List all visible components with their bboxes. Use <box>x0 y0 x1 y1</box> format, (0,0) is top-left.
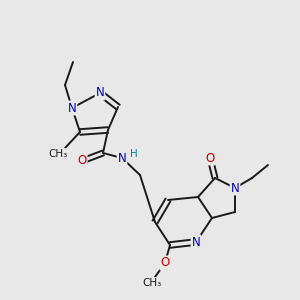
Text: O: O <box>77 154 87 167</box>
Text: CH₃: CH₃ <box>48 149 68 159</box>
Text: O: O <box>160 256 169 269</box>
Text: CH₃: CH₃ <box>142 278 162 288</box>
Text: N: N <box>68 101 76 115</box>
Text: N: N <box>231 182 239 194</box>
Text: O: O <box>206 152 214 164</box>
Text: N: N <box>118 152 126 164</box>
Text: N: N <box>192 236 200 248</box>
Text: H: H <box>130 149 138 159</box>
Text: N: N <box>96 86 104 100</box>
